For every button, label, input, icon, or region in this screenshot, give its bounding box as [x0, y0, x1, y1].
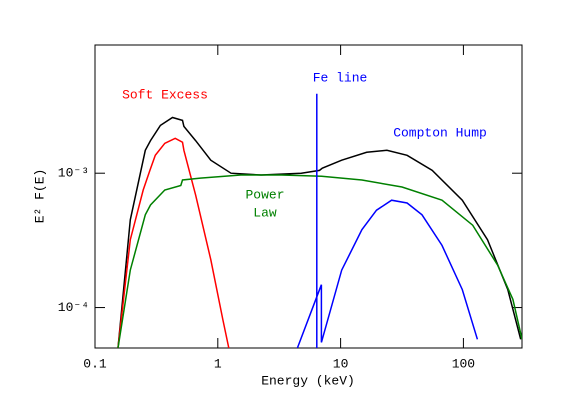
series-line: [296, 199, 479, 348]
y-tick-label: 10⁻⁴: [58, 300, 89, 315]
x-tick-label: 1: [214, 356, 222, 371]
x-tick-label: 100: [452, 356, 475, 371]
x-axis-label: Energy (keV): [261, 373, 355, 388]
annotation: Power: [245, 187, 284, 202]
plot-area: [117, 93, 522, 348]
annotation: Compton Hump: [393, 125, 487, 140]
y-tick-label: 10⁻³: [58, 166, 89, 181]
annotation: Law: [253, 205, 277, 220]
series-line: [117, 116, 522, 348]
series-line: [117, 137, 230, 348]
y-axis-label: E² F(E): [32, 169, 47, 224]
x-tick-label: 0.1: [83, 356, 107, 371]
series-line: [117, 174, 522, 348]
annotation: Soft Excess: [122, 87, 208, 102]
plot-frame: [94, 44, 523, 349]
x-tick-label: 10: [333, 356, 349, 371]
annotation: Fe line: [313, 70, 368, 85]
